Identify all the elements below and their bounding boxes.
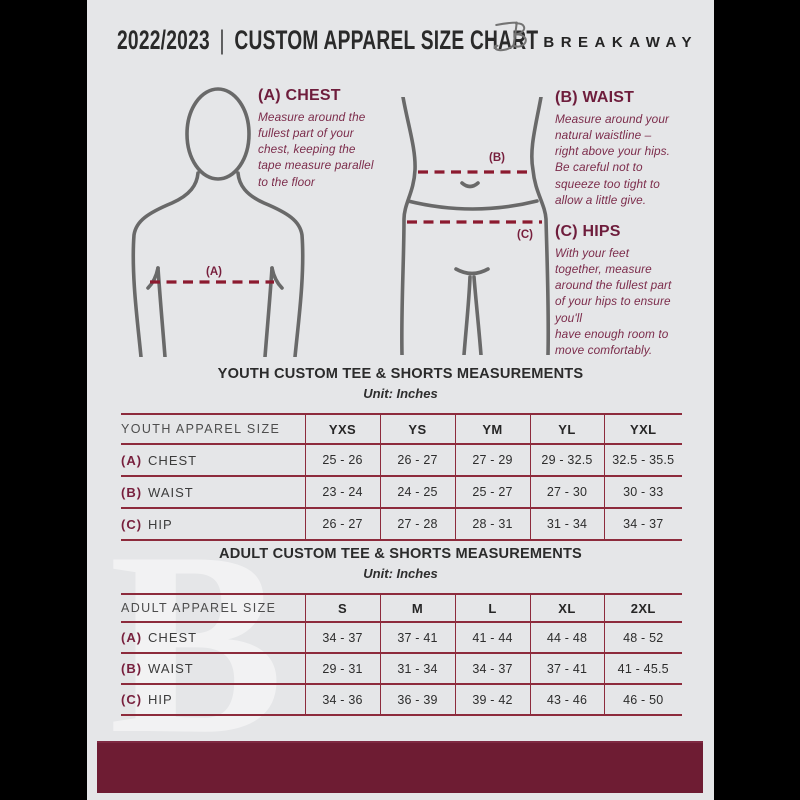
adult-unit-label: Unit: Inches xyxy=(363,566,438,581)
table-cell: 34 - 37 xyxy=(454,653,530,685)
table-cell: 44 - 48 xyxy=(529,622,604,654)
table-cell: 31 - 34 xyxy=(379,653,455,685)
adult-col-xl: XL xyxy=(529,594,604,623)
adult-section-title: ADULT CUSTOM TEE & SHORTS MEASUREMENTS xyxy=(219,546,582,562)
chest-line-label: (A) xyxy=(206,266,222,278)
row-label-text: HIP xyxy=(148,516,173,532)
row-label-text: WAIST xyxy=(148,484,194,500)
adult-waist-row-label: (B) WAIST xyxy=(121,653,305,685)
adult-col-2xl: 2XL xyxy=(603,594,682,623)
adult-hip-row-label: (C) HIP xyxy=(121,684,305,716)
table-cell: 27 - 29 xyxy=(454,444,530,477)
youth-waist-row-label: (B) WAIST xyxy=(121,476,305,509)
table-row: (B) WAIST 23 - 24 24 - 25 25 - 27 27 - 30… xyxy=(121,476,682,509)
table-cell: 30 - 33 xyxy=(603,476,682,509)
waist-hip-diagram: (B) (C) xyxy=(400,97,551,355)
chest-heading: (A) CHEST xyxy=(258,87,341,104)
youth-col-ym: YM xyxy=(454,414,530,445)
table-cell: 37 - 41 xyxy=(379,622,455,654)
row-prefix: (B) xyxy=(121,661,143,676)
table-cell: 36 - 39 xyxy=(379,684,455,716)
table-cell: 24 - 25 xyxy=(379,476,455,509)
breakaway-logo-icon xyxy=(494,21,528,52)
table-cell: 43 - 46 xyxy=(529,684,604,716)
adult-size-table: ADULT APPAREL SIZE S M L XL 2XL (A) CHEST… xyxy=(121,593,682,716)
adult-col-s: S xyxy=(304,594,380,623)
chest-instructions: Measure around the fullest part of your … xyxy=(258,110,374,189)
table-row: (C) HIP 26 - 27 27 - 28 28 - 31 31 - 34 3… xyxy=(121,508,682,541)
table-cell: 29 - 31 xyxy=(304,653,380,685)
table-cell: 25 - 26 xyxy=(304,444,380,477)
table-cell: 26 - 27 xyxy=(379,444,455,477)
youth-hip-row-label: (C) HIP xyxy=(121,508,305,541)
hips-instructions: With your feet together, measure around … xyxy=(555,246,672,357)
youth-table-header-row: YOUTH APPAREL SIZE YXS YS YM YL YXL xyxy=(121,414,682,445)
row-prefix: (A) xyxy=(121,630,143,645)
table-cell: 41 - 45.5 xyxy=(603,653,682,685)
brand-name: BREAKAWAY xyxy=(543,33,698,51)
table-cell: 32.5 - 35.5 xyxy=(603,444,682,477)
table-cell: 27 - 28 xyxy=(379,508,455,541)
table-cell: 25 - 27 xyxy=(454,476,530,509)
title-text: CUSTOM APPAREL SIZE CHART xyxy=(234,26,539,56)
table-cell: 39 - 42 xyxy=(454,684,530,716)
youth-col-ys: YS xyxy=(379,414,455,445)
row-prefix: (C) xyxy=(121,692,143,707)
hip-line-label: (C) xyxy=(517,229,533,241)
table-cell: 31 - 34 xyxy=(529,508,604,541)
table-row: (A) CHEST 25 - 26 26 - 27 27 - 29 29 - 32… xyxy=(121,444,682,477)
table-cell: 29 - 32.5 xyxy=(529,444,604,477)
table-cell: 34 - 37 xyxy=(603,508,682,541)
table-row: (A) CHEST 34 - 37 37 - 41 41 - 44 44 - 48… xyxy=(121,622,682,654)
table-cell: 26 - 27 xyxy=(304,508,380,541)
row-label-text: CHEST xyxy=(148,452,198,468)
row-label-text: WAIST xyxy=(148,661,194,676)
table-cell: 48 - 52 xyxy=(603,622,682,654)
youth-size-column-header: YOUTH APPAREL SIZE xyxy=(121,414,305,445)
table-cell: 23 - 24 xyxy=(304,476,380,509)
table-row: (C) HIP 34 - 36 36 - 39 39 - 42 43 - 46 4… xyxy=(121,684,682,716)
youth-section-title: YOUTH CUSTOM TEE & SHORTS MEASUREMENTS xyxy=(217,366,584,382)
chest-diagram: (A) xyxy=(131,87,305,357)
page-title: 2022/2023 | CUSTOM APPAREL SIZE CHART xyxy=(117,26,538,57)
adult-table-header-row: ADULT APPAREL SIZE S M L XL 2XL xyxy=(121,594,682,623)
row-prefix: (A) xyxy=(121,452,143,468)
waist-line-label: (B) xyxy=(489,152,505,164)
row-label-text: HIP xyxy=(148,692,173,707)
table-cell: 46 - 50 xyxy=(603,684,682,716)
adult-col-l: L xyxy=(454,594,530,623)
table-cell: 28 - 31 xyxy=(454,508,530,541)
table-cell: 41 - 44 xyxy=(454,622,530,654)
youth-size-table: YOUTH APPAREL SIZE YXS YS YM YL YXL (A) C… xyxy=(121,413,682,541)
hips-heading: (C) HIPS xyxy=(555,223,621,240)
youth-col-yxs: YXS xyxy=(304,414,380,445)
table-cell: 34 - 36 xyxy=(304,684,380,716)
waist-instructions: Measure around your natural waistline – … xyxy=(555,112,670,207)
adult-size-column-header: ADULT APPAREL SIZE xyxy=(121,594,305,623)
youth-chest-row-label: (A) CHEST xyxy=(121,444,305,477)
youth-col-yl: YL xyxy=(529,414,604,445)
size-chart-page: B 2022/2023 | CUSTOM APPAREL SIZE CHART BR… xyxy=(87,0,714,800)
row-label-text: CHEST xyxy=(148,630,198,645)
brand-lockup: BREAKAWAY xyxy=(490,16,698,56)
title-year: 2022/2023 xyxy=(117,26,210,56)
table-cell: 34 - 37 xyxy=(304,622,380,654)
waist-heading: (B) WAIST xyxy=(555,89,635,106)
row-prefix: (C) xyxy=(121,516,143,532)
adult-col-m: M xyxy=(379,594,455,623)
title-divider: | xyxy=(219,26,225,56)
youth-col-yxl: YXL xyxy=(603,414,682,445)
youth-unit-label: Unit: Inches xyxy=(363,386,438,401)
table-cell: 37 - 41 xyxy=(529,653,604,685)
row-prefix: (B) xyxy=(121,484,143,500)
footer-bar xyxy=(97,741,703,793)
table-row: (B) WAIST 29 - 31 31 - 34 34 - 37 37 - 41… xyxy=(121,653,682,685)
adult-chest-row-label: (A) CHEST xyxy=(121,622,305,654)
table-cell: 27 - 30 xyxy=(529,476,604,509)
